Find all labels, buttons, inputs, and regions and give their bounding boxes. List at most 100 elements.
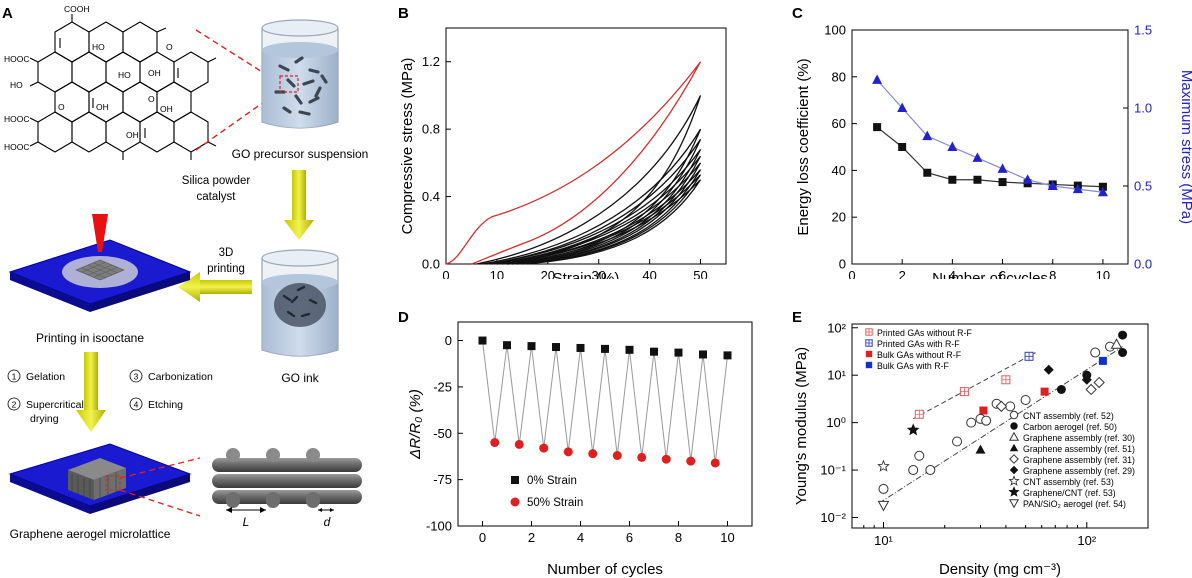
hooc-label-1: HOOC: [4, 54, 30, 64]
point-e-4-2: [914, 450, 925, 461]
panel-d: D 0 2 4 6 8 10 0 -25 -50 -75 -100 0% Strain 50% St…: [398, 309, 753, 578]
legend-e-bottom-marker-3: [1009, 443, 1019, 452]
curve-group-b: [445, 61, 702, 265]
point-e-2-0: [979, 406, 988, 415]
lattice-zoom-line-top: [119, 457, 201, 479]
y-tick-label-c-1: 20: [832, 210, 846, 225]
x-tick-label-e-1: 10²: [1077, 533, 1096, 548]
marker-c-stress-4: [972, 152, 983, 162]
legend-e-top-text-2: Bulk GAs without R-F: [877, 350, 962, 360]
point-e-5-2: [1118, 348, 1128, 358]
step-2-num: 2: [12, 400, 17, 410]
y-axis-label-e: Young's modulus (MPa): [793, 347, 810, 505]
go-molecule-structure: [29, 14, 217, 160]
point-e-3-0: [1098, 356, 1107, 365]
marker-c-energy-3: [948, 175, 957, 184]
arrow-left: [178, 272, 252, 302]
marker-c-energy-0: [873, 123, 882, 132]
ho-label-inner-1: HO: [92, 42, 105, 52]
point-e-2-1: [1040, 387, 1049, 396]
printing-line-1: 3D: [219, 247, 234, 259]
x-tick-label-c-3: 6: [999, 268, 1006, 283]
oh-label-3: OH: [160, 104, 173, 114]
marker-d-50pct-1: [514, 439, 524, 449]
legend-e-top-marker-2: [865, 350, 873, 358]
y-tick-label-d-1: -25: [433, 379, 452, 394]
marker-c-energy-2: [923, 168, 932, 177]
point-e-4-4: [952, 436, 963, 447]
step-1-num: 1: [12, 372, 17, 382]
marker-d-50pct-9: [710, 458, 720, 468]
oh-label-4: OH: [126, 130, 139, 140]
marker-d-0pct-1: [503, 341, 511, 350]
y-tick-label-b-0: 0.0: [422, 257, 440, 272]
curve-group-c: [872, 74, 1108, 197]
catalyst-line-1: Silica powder: [182, 175, 251, 187]
legend-d-text-1: 50% Strain: [527, 497, 583, 509]
point-e-8-1: [1085, 383, 1097, 396]
legend-e-bottom-text-3: Graphene assembly (ref. 51): [1023, 444, 1135, 454]
legend-e-bottom-text-4: Graphene assembly (ref. 31): [1023, 455, 1135, 465]
y-tick-label-c-3: 60: [832, 116, 846, 131]
step-2-circle: [7, 397, 21, 411]
printing-line-2: printing: [207, 263, 245, 275]
marker-d-50pct-4: [588, 449, 598, 459]
legend-e-bottom-text-5: Graphene assembly (ref. 29): [1023, 466, 1135, 476]
legend-e-bottom-text-0: CNT assembly (ref. 52): [1023, 411, 1114, 421]
y-tick-label-e-1: 10⁻¹: [820, 463, 846, 478]
lattice-zoom-box: [105, 475, 121, 491]
legend-e-bottom-text-2: Graphene assembly (ref. 30): [1023, 433, 1135, 443]
marker-d-0pct-6: [625, 345, 634, 354]
step-3-num: 3: [134, 372, 139, 382]
y-axis-label-c: Energy loss coefficient (%): [795, 58, 812, 235]
hooc-label-3: HOOC: [4, 142, 30, 152]
x-tick-label-b-0: 0: [442, 268, 449, 283]
y-tick-label-e-2: 10⁰: [826, 415, 846, 430]
panel-label-a: A: [2, 5, 13, 22]
marker-c-energy-1: [898, 143, 907, 151]
point-e-0-2-cross: [1001, 375, 1010, 384]
marker-d-0pct-3: [552, 343, 560, 352]
panel-b: B 0 10 20 30 40 500.00.40.81.2 Strain (%) Com…: [398, 5, 727, 287]
y-tick-label-e-4: 10²: [827, 320, 846, 335]
legend-e-bottom-marker-7: [1008, 486, 1020, 497]
lattice-caption: Graphene aerogel microlattice: [10, 527, 171, 541]
marker-d-50pct-7: [661, 454, 671, 464]
panel-a: A: [2, 4, 368, 541]
legend-d-marker-1: [510, 497, 520, 507]
x-tick-label-c-0: 0: [848, 268, 855, 283]
y-tick-label-c-0: 0: [839, 257, 846, 272]
x-tick-label-d-0: 0: [479, 530, 486, 545]
y2-axis-label-c: Maximum stress (MPa): [1178, 70, 1192, 224]
y2-tick-label-c-1: 0.5: [1134, 179, 1152, 194]
oh-label-1: OH: [148, 68, 161, 78]
fit-line-printed: [912, 352, 1036, 420]
step-3-text: Carbonization: [148, 371, 213, 383]
panel-label-b: B: [398, 5, 409, 22]
y-axis-label-b: Compressive stress (MPa): [399, 58, 416, 235]
x-tick-label-d-5: 10: [720, 530, 734, 545]
y-tick-label-d-2: -50: [433, 426, 452, 441]
marker-d-50pct-2: [539, 443, 549, 453]
hooc-label-2: HOOC: [4, 114, 30, 124]
plot-frame-c: [851, 29, 1129, 265]
marker-d-0pct-8: [674, 348, 683, 357]
step-1-circle: [7, 369, 21, 383]
dim-d-label: d: [324, 515, 331, 529]
o-label-1: O: [166, 42, 173, 52]
fit-line-references: [878, 346, 1123, 504]
x-tick-label-d-3: 6: [626, 530, 633, 545]
x-tick-label-e-0: 10¹: [874, 533, 893, 548]
panel-c-crop: [800, 279, 1180, 293]
beaker-go-suspension: [261, 19, 339, 129]
ho-label-inner-2: HO: [118, 70, 131, 80]
point-e-9-1: [1081, 374, 1092, 385]
marker-c-stress-5: [997, 163, 1008, 173]
marker-c-stress-3: [947, 141, 958, 151]
y-tick-label-b-2: 0.8: [422, 122, 440, 137]
point-e-7-0: [975, 444, 986, 454]
marker-c-stress-7: [1047, 180, 1058, 190]
